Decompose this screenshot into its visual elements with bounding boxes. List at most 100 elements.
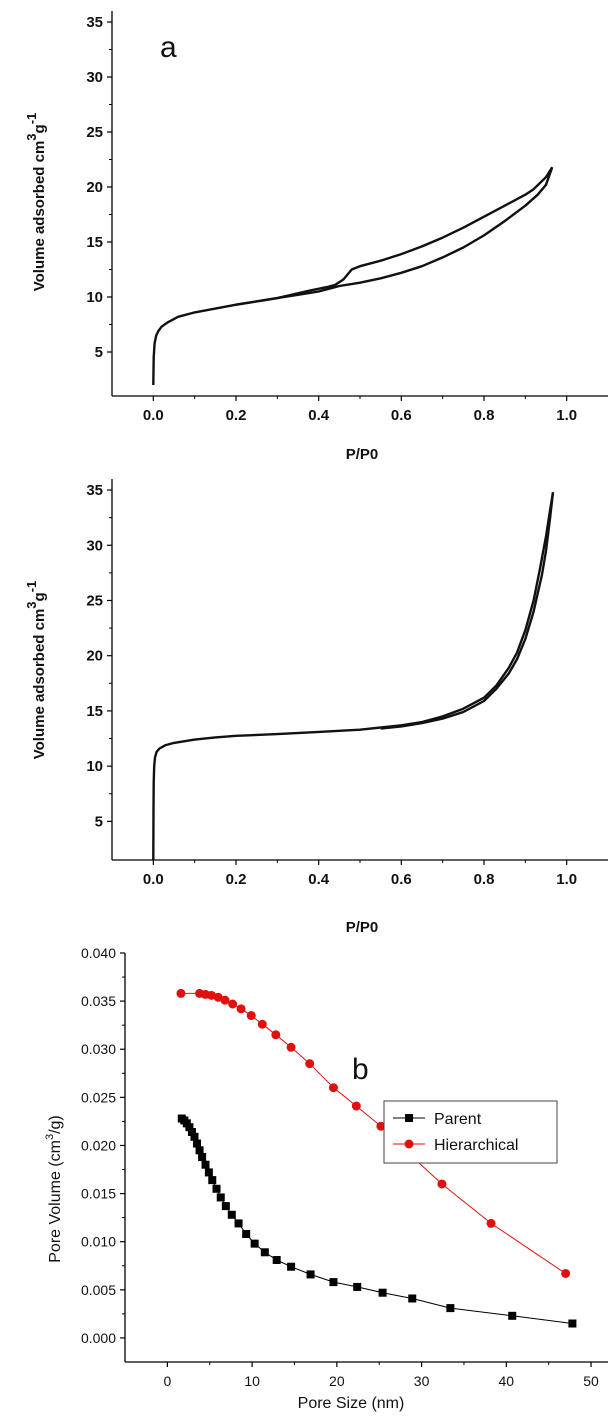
x-tick-label: 0.8 <box>474 407 495 424</box>
y-tick-label: 20 <box>86 648 103 665</box>
data-point-parent <box>378 1288 387 1297</box>
data-point-hierarchical <box>286 1042 296 1052</box>
x-tick-label: 1.0 <box>556 407 577 424</box>
y-axis-label: Pore Volume (cm3/g) <box>44 1115 64 1263</box>
branch-0-line <box>152 166 554 386</box>
x-tick-label: 0.4 <box>308 407 330 424</box>
data-point-parent <box>306 1270 315 1279</box>
data-point-hierarchical <box>351 1101 361 1111</box>
data-point-parent <box>201 1160 210 1169</box>
data-point-parent <box>329 1278 338 1287</box>
data-point-parent <box>195 1146 204 1155</box>
x-tick-label: 0.2 <box>226 871 247 888</box>
branch-0-line <box>152 492 555 861</box>
x-axis-label: Pore Size (nm) <box>298 1395 405 1412</box>
x-axis: 0 10 20 30 40 50 <box>125 1361 608 1389</box>
y-axis: 0.000 0.005 0.010 0.015 0.020 0.025 0.030 0.035… <box>81 945 126 1362</box>
legend-marker-parent <box>405 1114 413 1122</box>
y-axis-label: Volume adsorbed cm3g-1 <box>24 581 48 760</box>
data-point-parent <box>185 1123 194 1132</box>
y-axis: 5 10 15 20 25 30 35 <box>86 479 113 860</box>
y-tick-label: 20 <box>86 179 103 196</box>
y-tick-label: 10 <box>86 758 103 775</box>
y-tick-label: 0.000 <box>81 1330 116 1346</box>
data-point-hierarchical <box>236 1004 246 1014</box>
data-point-parent <box>353 1282 362 1291</box>
x-tick-label: 0 <box>163 1373 171 1389</box>
data-point-parent <box>208 1176 217 1185</box>
data-point-parent <box>260 1248 269 1257</box>
data-point-parent <box>193 1139 202 1148</box>
y-axis: 5 10 15 20 25 30 35 <box>86 11 113 396</box>
branch-1-line <box>235 166 554 306</box>
y-tick-label: 0.015 <box>81 1186 116 1202</box>
panel-label: a <box>160 31 177 64</box>
data-point-parent <box>216 1193 225 1202</box>
x-axis: 0.0 0.2 0.4 0.6 0.8 1.0 <box>112 395 608 424</box>
x-tick-label: 0.0 <box>143 407 164 424</box>
data-point-parent <box>568 1319 577 1328</box>
x-tick-label: 1.0 <box>556 871 577 888</box>
plot-lines <box>152 492 555 861</box>
data-point-hierarchical <box>206 990 216 1000</box>
x-axis-label: P/P0 <box>346 446 379 463</box>
x-tick-label: 20 <box>329 1373 345 1389</box>
x-axis-label: P/P0 <box>346 919 379 936</box>
data-point-parent <box>198 1153 207 1162</box>
legend-label-hierarchical: Hierarchical <box>434 1137 518 1154</box>
data-point-parent <box>212 1184 221 1193</box>
legend-label-parent: Parent <box>434 1111 482 1128</box>
data-point-hierarchical <box>328 1083 338 1093</box>
x-tick-label: 0.2 <box>226 407 247 424</box>
x-tick-label: 30 <box>414 1373 430 1389</box>
x-tick-label: 10 <box>244 1373 260 1389</box>
branch-1-line <box>380 492 555 730</box>
x-tick-label: 0.4 <box>308 871 330 888</box>
y-tick-label: 25 <box>86 592 103 609</box>
data-point-parent <box>227 1210 236 1219</box>
y-tick-label: 5 <box>95 813 103 830</box>
x-tick-label: 0.6 <box>391 871 412 888</box>
isotherm-chart-a2: 5 10 15 20 25 30 35 0.0 0.2 0.4 0.6 0.8 1.0 P/P0 Vo… <box>24 479 608 936</box>
data-point-hierarchical <box>437 1179 447 1189</box>
panel-label: b <box>352 1053 369 1086</box>
y-axis-label-text: Pore Volume (cm3/g) <box>44 1115 64 1263</box>
data-point-parent <box>446 1304 455 1313</box>
data-point-hierarchical <box>228 999 238 1009</box>
legend-marker-hierarchical <box>404 1139 414 1149</box>
data-point-hierarchical <box>486 1218 496 1228</box>
data-point-parent <box>287 1262 296 1271</box>
y-tick-label: 15 <box>86 703 103 720</box>
data-point-parent <box>204 1168 213 1177</box>
y-axis-label-text: Volume adsorbed cm3g-1 <box>24 113 48 292</box>
data-point-parent <box>187 1127 196 1136</box>
data-point-parent <box>190 1132 199 1141</box>
data-point-hierarchical <box>561 1268 571 1278</box>
data-point-hierarchical <box>176 988 186 998</box>
y-axis-label: Volume adsorbed cm3g-1 <box>24 113 48 292</box>
data-point-parent <box>221 1202 230 1211</box>
data-point-hierarchical <box>220 995 230 1005</box>
y-tick-label: 0.040 <box>81 945 116 961</box>
y-tick-label: 30 <box>86 537 103 554</box>
legend: Parent Hierarchical <box>383 1100 558 1164</box>
y-tick-label: 5 <box>95 344 103 361</box>
y-tick-label: 0.010 <box>81 1234 116 1250</box>
pore-distribution-chart-b: 0.000 0.005 0.010 0.015 0.020 0.025 0.030 0.035… <box>44 945 608 1412</box>
legend-box <box>383 1100 558 1164</box>
data-point-hierarchical <box>271 1030 281 1040</box>
y-tick-label: 0.030 <box>81 1041 116 1057</box>
data-point-parent <box>234 1219 243 1228</box>
data-point-parent <box>272 1255 281 1264</box>
y-tick-label: 0.020 <box>81 1137 116 1153</box>
data-point-hierarchical <box>257 1019 267 1029</box>
y-tick-label: 15 <box>86 234 103 251</box>
y-tick-label: 10 <box>86 289 103 306</box>
plot-lines <box>176 988 577 1328</box>
plot-lines <box>152 166 554 386</box>
x-tick-label: 50 <box>583 1373 599 1389</box>
x-tick-label: 0.8 <box>474 871 495 888</box>
x-tick-label: 0.6 <box>391 407 412 424</box>
